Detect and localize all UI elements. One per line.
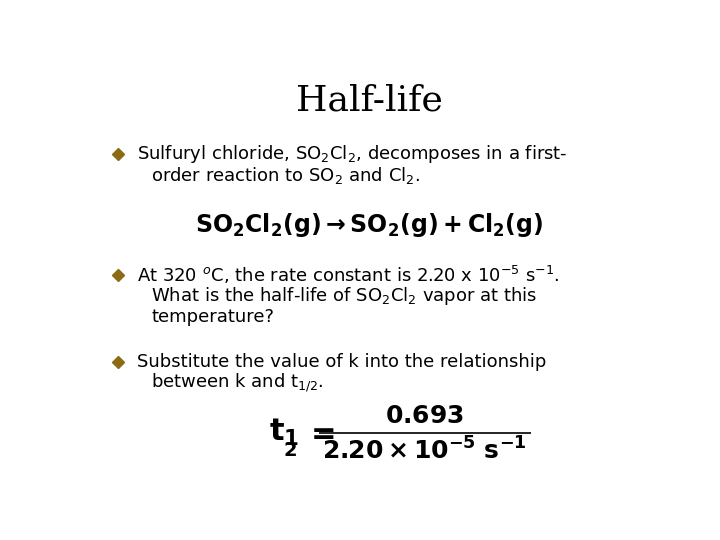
Text: $\mathbf{2.20 \times 10^{-5}\ s^{-1}}$: $\mathbf{2.20 \times 10^{-5}\ s^{-1}}$ — [323, 437, 527, 464]
Text: $\mathbf{t_1}$: $\mathbf{t_1}$ — [269, 417, 299, 448]
Text: At 320 $^o$C, the rate constant is 2.20 x 10$^{-5}$ s$^{-1}$.: At 320 $^o$C, the rate constant is 2.20 … — [138, 264, 560, 286]
Text: $\mathbf{2}$: $\mathbf{2}$ — [282, 442, 297, 461]
Text: What is the half-life of SO$_2$Cl$_2$ vapor at this: What is the half-life of SO$_2$Cl$_2$ va… — [151, 285, 537, 307]
Text: $\mathbf{SO_2Cl_2(g) \rightarrow SO_2(g) + Cl_2(g)}$: $\mathbf{SO_2Cl_2(g) \rightarrow SO_2(g)… — [195, 211, 543, 239]
Text: order reaction to SO$_2$ and Cl$_2$.: order reaction to SO$_2$ and Cl$_2$. — [151, 165, 420, 186]
Text: Sulfuryl chloride, SO$_2$Cl$_2$, decomposes in a first-: Sulfuryl chloride, SO$_2$Cl$_2$, decompo… — [138, 143, 568, 165]
Text: temperature?: temperature? — [151, 308, 274, 326]
Text: $\mathbf{=}$: $\mathbf{=}$ — [305, 417, 335, 448]
Text: Half-life: Half-life — [296, 84, 442, 118]
Text: $\mathbf{0.693}$: $\mathbf{0.693}$ — [385, 404, 464, 428]
Text: between k and t$_{1/2}$.: between k and t$_{1/2}$. — [151, 372, 324, 394]
Text: Substitute the value of k into the relationship: Substitute the value of k into the relat… — [138, 353, 546, 371]
